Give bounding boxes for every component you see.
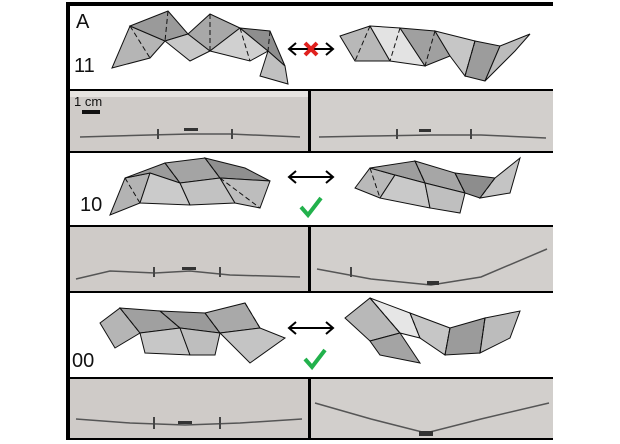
origami-left-11 (111, 10, 289, 85)
config-row-00: 00 (70, 293, 553, 377)
origami-left-10 (109, 156, 521, 216)
double-arrow-icon (287, 321, 335, 335)
photo-11-right (311, 91, 553, 151)
photo-00-left (70, 379, 308, 438)
config-row-11: A 11 (70, 6, 553, 89)
config-code-00: 00 (72, 350, 95, 372)
origami-right-11 (339, 25, 531, 82)
green-check-icon (303, 348, 327, 371)
photo-10-right (311, 227, 553, 291)
panel-label: A (76, 11, 90, 33)
photo-00-right (311, 379, 553, 438)
config-code-10: 10 (80, 194, 103, 216)
photo-11-left: 1 cm (70, 91, 308, 151)
scale-bar (82, 110, 100, 114)
red-cross-icon (303, 41, 319, 57)
photo-10-left (70, 227, 308, 291)
config-row-10: 10 (70, 153, 553, 225)
scale-bar-label: 1 cm (74, 94, 103, 109)
green-check-icon (299, 196, 323, 219)
origami-left-00 (99, 297, 521, 364)
figure-panel: A 11 1 cm (66, 2, 553, 440)
double-arrow-icon (287, 170, 335, 184)
config-code-11: 11 (74, 55, 95, 77)
